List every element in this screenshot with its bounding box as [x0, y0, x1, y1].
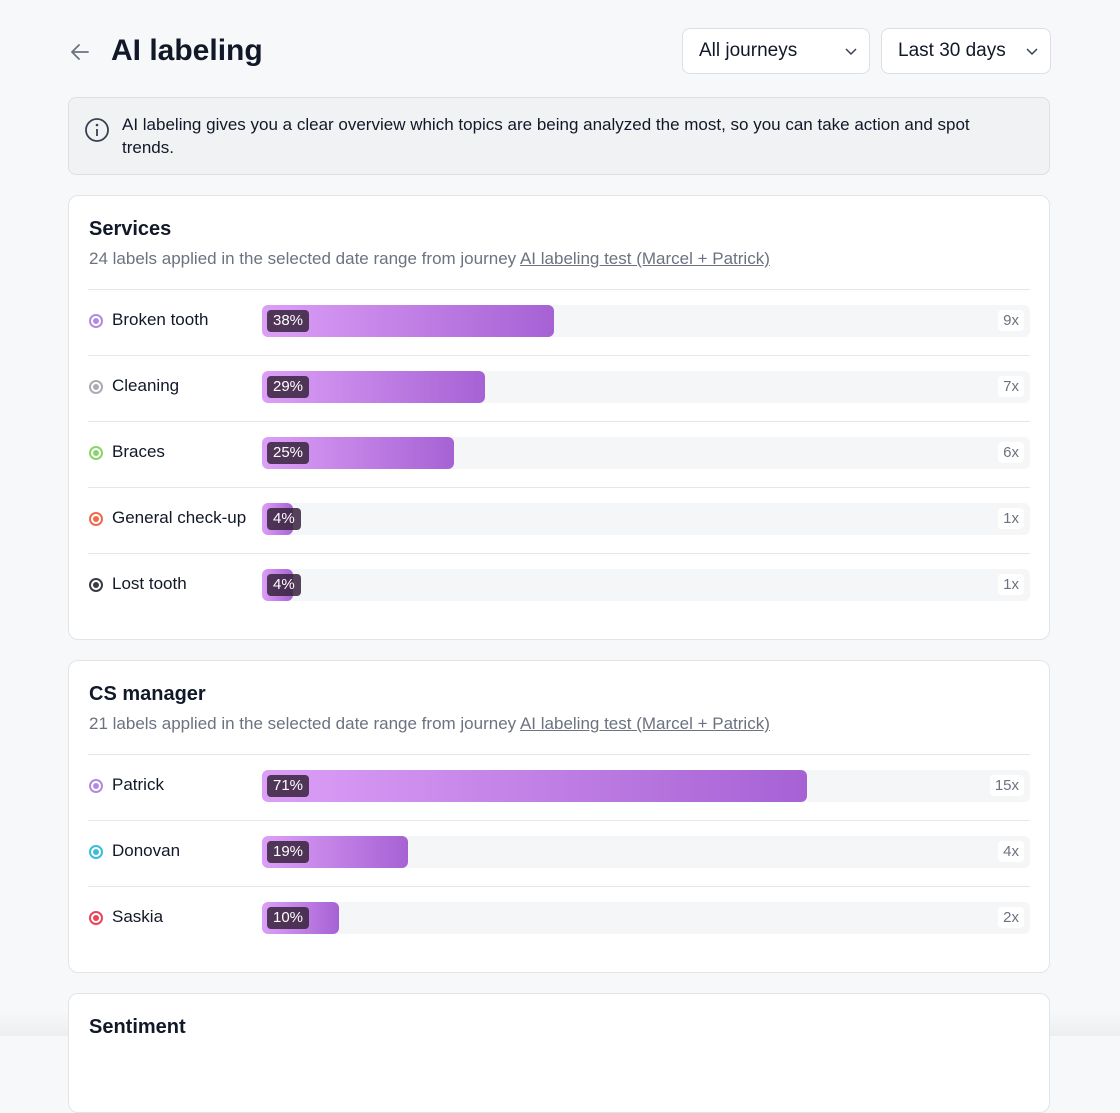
- icon-dot: [93, 384, 99, 390]
- row-label: General check-up: [112, 508, 247, 527]
- count-label: 15x: [989, 775, 1024, 796]
- label-icon: [89, 446, 103, 460]
- row-label: Cleaning: [112, 376, 180, 395]
- journey-filter[interactable]: All journeys: [682, 28, 870, 74]
- label-icon: [89, 845, 103, 859]
- filter-label: Last 30 days: [898, 40, 1006, 61]
- divider: [88, 886, 1030, 887]
- page: AI labeling All journeys Last 30 days AI…: [0, 28, 1120, 1113]
- section-card: Sentiment: [68, 993, 1050, 1113]
- count-label: 4x: [998, 841, 1024, 862]
- bar-track: 10% 2x: [262, 902, 1030, 934]
- chevron: [1026, 48, 1038, 56]
- row-label: Patrick: [112, 775, 164, 794]
- bar-track: 19% 4x: [262, 836, 1030, 868]
- icon-dot: [93, 516, 99, 522]
- section-title: CS manager: [89, 683, 206, 705]
- count-label: 7x: [998, 376, 1024, 397]
- percent-badge: 4%: [267, 574, 301, 596]
- row-label: Braces: [112, 442, 165, 461]
- page-title: AI labeling: [111, 34, 263, 67]
- count-label: 1x: [998, 574, 1024, 595]
- label-icon: [89, 578, 103, 592]
- row-label: Donovan: [112, 841, 181, 860]
- description-text: 21 labels applied in the selected date r…: [89, 714, 517, 733]
- back-button[interactable]: [70, 43, 90, 61]
- info-box: AI labeling gives you a clear overview w…: [68, 97, 1050, 175]
- bar-track: 25% 6x: [262, 437, 1030, 469]
- row-label: Broken tooth: [112, 310, 209, 329]
- info-text: AI labeling gives you a clear overview w…: [122, 115, 970, 157]
- icon-dot: [93, 450, 99, 456]
- percent-badge: 4%: [267, 508, 301, 530]
- percent-badge: 29%: [267, 376, 310, 398]
- icon-dot: [93, 783, 99, 789]
- count-label: 6x: [998, 442, 1024, 463]
- divider: [88, 355, 1030, 356]
- divider: [88, 487, 1030, 488]
- filter-label: All journeys: [699, 40, 798, 61]
- icon-dot: [93, 915, 99, 921]
- divider: [88, 820, 1030, 821]
- description-text: 24 labels applied in the selected date r…: [89, 249, 517, 268]
- icon-dot: [93, 318, 99, 324]
- journey-link[interactable]: AI labeling test (Marcel + Patrick): [519, 714, 770, 733]
- icon-dot: [93, 582, 99, 588]
- chevron: [845, 48, 857, 56]
- row-label: Lost tooth: [112, 574, 187, 593]
- divider: [88, 754, 1030, 755]
- journey-link[interactable]: AI labeling test (Marcel + Patrick): [519, 249, 770, 268]
- icon-dot: [93, 849, 99, 855]
- label-icon: [89, 380, 103, 394]
- section-description: 21 labels applied in the selected date r…: [89, 714, 770, 734]
- count-label: 2x: [998, 907, 1024, 928]
- divider: [88, 289, 1030, 290]
- label-icon: [89, 314, 103, 328]
- label-icon: [89, 779, 103, 793]
- section-card: Services 24 labels applied in the selecte…: [68, 195, 1050, 640]
- row-label: Saskia: [112, 907, 164, 926]
- percent-badge: 10%: [267, 907, 310, 929]
- percent-badge: 38%: [267, 310, 310, 332]
- bar-track: 71% 15x: [262, 770, 1030, 802]
- bar-track: 38% 9x: [262, 305, 1030, 337]
- bar-track: 4% 1x: [262, 503, 1030, 535]
- section-title: Sentiment: [89, 1016, 186, 1038]
- bar: [262, 305, 554, 337]
- divider: [88, 421, 1030, 422]
- section-description: 24 labels applied in the selected date r…: [89, 249, 770, 269]
- label-icon: [89, 512, 103, 526]
- divider: [88, 553, 1030, 554]
- percent-badge: 25%: [267, 442, 310, 464]
- section-title: Services: [89, 218, 172, 240]
- bar-track: 29% 7x: [262, 371, 1030, 403]
- count-label: 1x: [998, 508, 1024, 529]
- date-filter[interactable]: Last 30 days: [881, 28, 1051, 74]
- bar-track: 4% 1x: [262, 569, 1030, 601]
- percent-badge: 71%: [267, 775, 310, 797]
- percent-badge: 19%: [267, 841, 310, 863]
- bar: [262, 770, 808, 802]
- info-icon: [85, 118, 109, 142]
- label-icon: [89, 911, 103, 925]
- count-label: 9x: [998, 310, 1024, 331]
